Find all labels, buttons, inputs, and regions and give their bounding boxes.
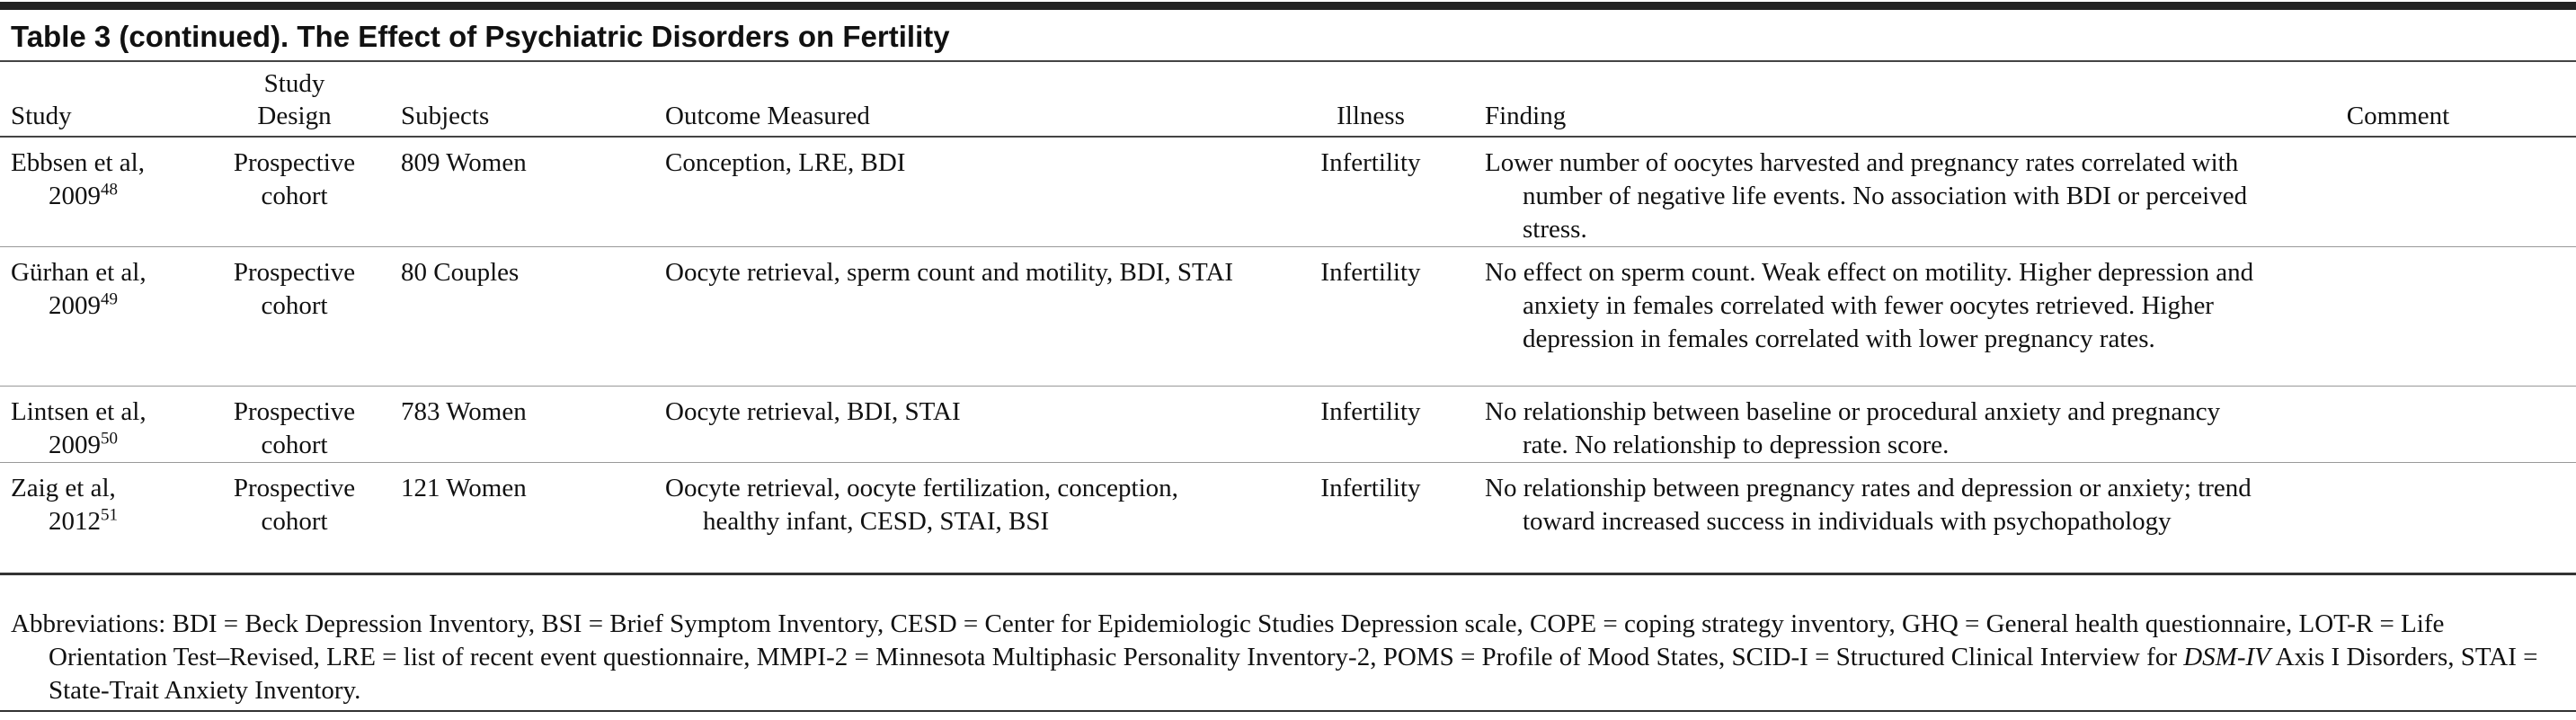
study-cell: Ebbsen et al, 200948: [0, 137, 211, 247]
finding-text: No relationship between pregnancy rates …: [1485, 474, 2252, 536]
column-header: Outcome Measured: [665, 60, 1276, 138]
top-rule: [0, 2, 2576, 10]
table-row: Gürhan et al, 200949 Prospective cohort 80 …: [0, 246, 2576, 387]
table-wrap: Study Study Design Subjects Outcome Measure…: [0, 60, 2576, 575]
outcome-cell: Conception, LRE, BDI: [665, 137, 1276, 247]
design-cell: Prospective cohort: [211, 462, 378, 575]
footnote-text: Axis I Disorders, STAI = State-Trait Anx…: [49, 643, 2538, 705]
subjects-cell: 809 Women: [378, 137, 665, 247]
column-header-text: Outcome Measured: [665, 102, 870, 130]
subjects-cell: 121 Women: [378, 462, 665, 575]
illness-cell: Infertility: [1276, 137, 1465, 247]
column-header: Study Design: [211, 60, 378, 138]
outcome-cell: Oocyte retrieval, BDI, STAI: [665, 386, 1276, 463]
column-header-text: Study Design: [257, 69, 332, 130]
design-cell: Prospective cohort: [211, 137, 378, 247]
comment-cell: [2220, 462, 2576, 575]
study-year: 200950: [11, 429, 211, 462]
reference: 51: [101, 505, 118, 525]
outcome-cell: Oocyte retrieval, sperm count and motili…: [665, 246, 1276, 387]
column-header-text: Study: [11, 102, 72, 130]
column-header-text: Finding: [1485, 102, 1567, 130]
design-cell: Prospective cohort: [211, 246, 378, 387]
bottom-rule: [0, 710, 2576, 712]
finding-cell: No relationship between pregnancy rates …: [1465, 462, 2252, 575]
design-text: Prospective cohort: [233, 397, 356, 459]
finding-text: No relationship between baseline or proc…: [1485, 397, 2221, 459]
column-header: Illness: [1276, 60, 1465, 138]
design-cell: Prospective cohort: [211, 386, 378, 463]
column-header-text: Comment: [2346, 102, 2450, 130]
design-text: Prospective cohort: [233, 474, 356, 536]
study-year: 201251: [11, 505, 211, 538]
footnote-text: Abbreviations: BDI = Beck Depression Inv…: [11, 609, 2445, 671]
table-body: Ebbsen et al, 200948 Prospective cohort 809…: [0, 137, 2576, 575]
table-row: Ebbsen et al, 200948 Prospective cohort 809…: [0, 137, 2576, 247]
study-cell: Zaig et al, 201251: [0, 462, 211, 575]
illness-cell: Infertility: [1276, 462, 1465, 575]
study-year: 200948: [11, 180, 211, 213]
column-header: Subjects: [378, 60, 665, 138]
study-year: 200949: [11, 289, 211, 323]
subjects-text: 121 Women: [401, 474, 527, 502]
finding-text: No effect on sperm count. Weak effect on…: [1485, 258, 2254, 353]
reference: 50: [101, 429, 118, 449]
study-cell: Gürhan et al, 200949: [0, 246, 211, 387]
table: Study Study Design Subjects Outcome Measure…: [0, 60, 2576, 575]
column-header: Study: [0, 60, 211, 138]
column-header: Comment: [2220, 60, 2576, 138]
finding-text: Lower number of oocytes harvested and pr…: [1485, 148, 2248, 244]
outcome-text: Oocyte retrieval, oocyte fertilization, …: [665, 474, 1178, 536]
column-header-text: Illness: [1337, 102, 1405, 130]
study-cell: Lintsen et al, 200950: [0, 386, 211, 463]
study-authors: Lintsen et al,: [11, 397, 147, 426]
finding-cell: No effect on sperm count. Weak effect on…: [1465, 246, 2253, 387]
finding-cell: Lower number of oocytes harvested and pr…: [1465, 137, 2247, 247]
header-row: Study Study Design Subjects Outcome Measure…: [0, 60, 2576, 138]
column-header-text: Subjects: [401, 102, 490, 130]
table-row: Zaig et al, 201251 Prospective cohort 121 W…: [0, 462, 2576, 575]
outcome-text: Oocyte retrieval, sperm count and motili…: [665, 258, 1234, 287]
illness-text: Infertility: [1320, 474, 1421, 502]
outcome-text: Oocyte retrieval, BDI, STAI: [665, 397, 961, 426]
design-text: Prospective cohort: [233, 258, 356, 320]
study-authors: Ebbsen et al,: [11, 148, 145, 177]
footnote-italic: DSM-IV: [2183, 643, 2270, 671]
subjects-cell: 80 Couples: [378, 246, 665, 387]
comment-cell: [2220, 137, 2576, 247]
study-year-text: 2012: [49, 507, 101, 536]
subjects-text: 783 Women: [401, 397, 527, 426]
comment-cell: [2220, 386, 2576, 463]
study-year-text: 2009: [49, 182, 101, 210]
reference: 48: [101, 180, 118, 200]
study-authors: Gürhan et al,: [11, 258, 147, 287]
subjects-cell: 783 Women: [378, 386, 665, 463]
design-text: Prospective cohort: [233, 148, 356, 210]
subjects-text: 809 Women: [401, 148, 527, 177]
finding-cell: No relationship between baseline or proc…: [1465, 386, 2220, 463]
study-authors: Zaig et al,: [11, 474, 116, 502]
illness-text: Infertility: [1320, 148, 1421, 177]
footnote: Abbreviations: BDI = Beck Depression Inv…: [11, 608, 2562, 707]
table-row: Lintsen et al, 200950 Prospective cohort 78…: [0, 386, 2576, 463]
outcome-cell: Oocyte retrieval, oocyte fertilization, …: [665, 462, 1276, 575]
subjects-text: 80 Couples: [401, 258, 520, 287]
column-header: Finding: [1465, 60, 2220, 138]
illness-cell: Infertility: [1276, 386, 1465, 463]
study-year-text: 2009: [49, 291, 101, 320]
illness-cell: Infertility: [1276, 246, 1465, 387]
illness-text: Infertility: [1320, 397, 1421, 426]
table-title: Table 3 (continued). The Effect of Psych…: [11, 20, 950, 53]
comment-cell: [2220, 246, 2576, 387]
reference: 49: [101, 289, 118, 309]
illness-text: Infertility: [1320, 258, 1421, 287]
outcome-text: Conception, LRE, BDI: [665, 148, 906, 177]
study-year-text: 2009: [49, 431, 101, 459]
